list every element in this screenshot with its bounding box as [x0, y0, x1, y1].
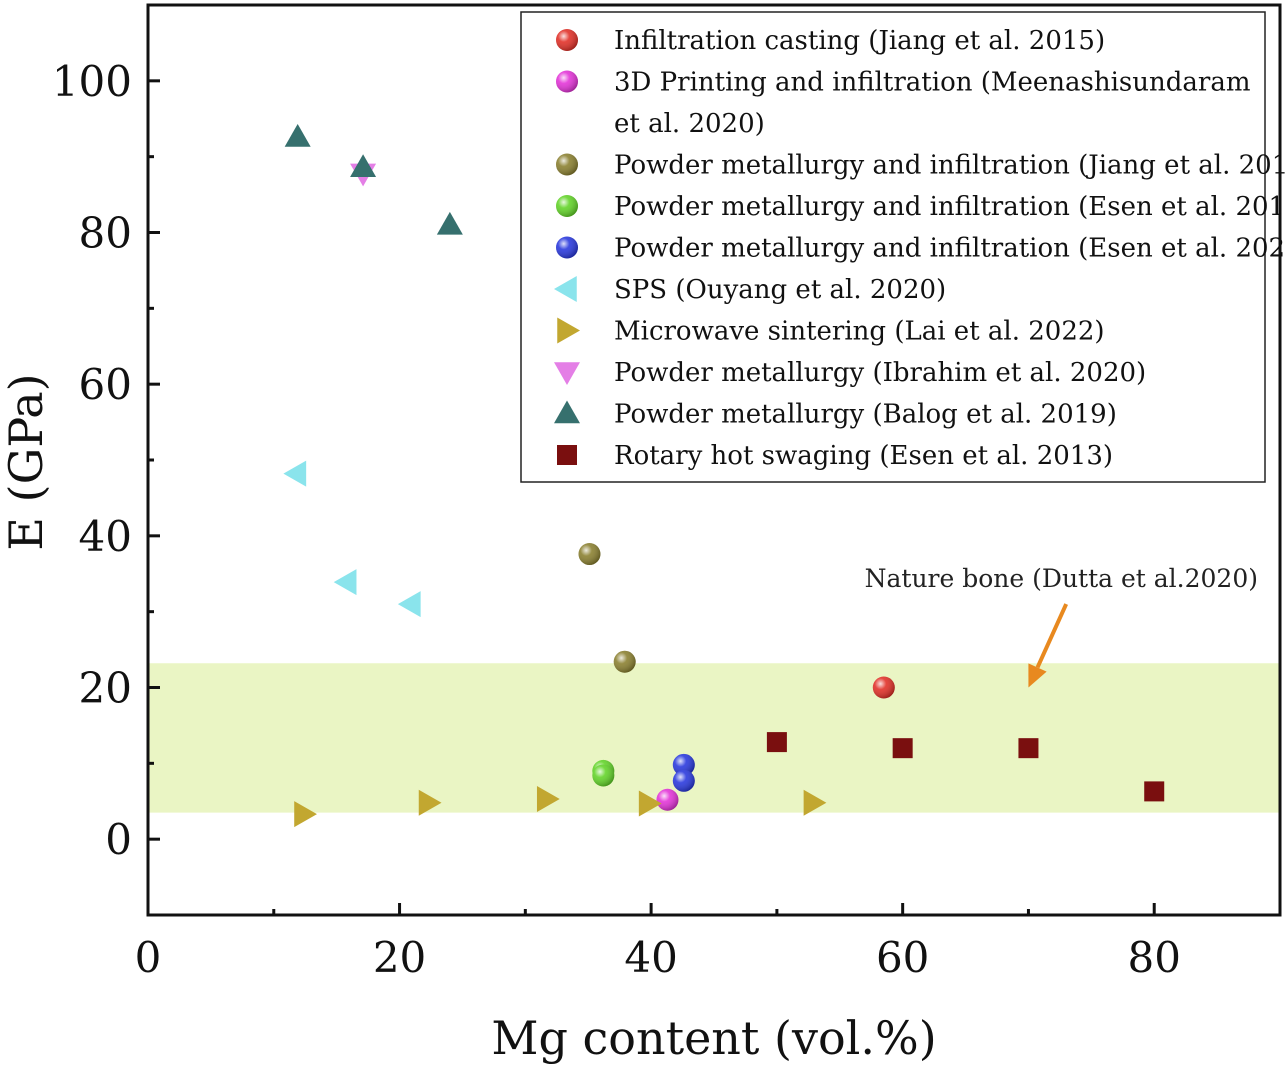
- s9-point-2: [350, 154, 377, 178]
- y-tick-label-60: 60: [79, 360, 132, 409]
- axes: 0 20 40 60 80 0 20 40 60 80 100: [52, 3, 1282, 982]
- legend-s6-label: SPS (Ouyang et al. 2020): [614, 275, 946, 305]
- s2-point-1: [656, 788, 679, 811]
- legend-s7-marker: [557, 317, 580, 344]
- legend-box: [520, 11, 1266, 483]
- legend-entries: Infiltration casting (Jiang et al. 2015)…: [554, 26, 1285, 471]
- annotation: Nature bone (Dutta et al.2020): [865, 564, 1258, 688]
- y-tick-label-40: 40: [79, 512, 132, 561]
- s7-point-3: [536, 785, 560, 812]
- legend-s2-marker: [556, 70, 578, 93]
- legend-s10-marker: [557, 445, 577, 465]
- s7-point-5: [803, 789, 827, 816]
- y-tick-label-20: 20: [79, 664, 132, 713]
- legend: Infiltration casting (Jiang et al. 2015)…: [520, 11, 1285, 483]
- s6-point-1: [283, 460, 307, 487]
- nature-bone-band: [148, 663, 1280, 813]
- s1-point-1: [872, 676, 895, 699]
- s10-point-3: [1018, 738, 1039, 759]
- legend-s4-marker: [556, 195, 578, 217]
- s6-point-2: [333, 569, 357, 596]
- s10-point-1: [766, 732, 787, 753]
- s7-point-1: [294, 801, 317, 828]
- legend-s1-marker: [556, 29, 578, 51]
- legend-s3-marker: [556, 153, 578, 176]
- s9-point-1: [284, 123, 311, 147]
- legend-s6-marker: [554, 276, 577, 302]
- s7-point-4: [638, 790, 662, 817]
- annotation-arrow-head: [1028, 663, 1047, 688]
- s9-point-3: [436, 211, 463, 235]
- legend-s5-marker: [556, 236, 578, 259]
- legend-s2-label-2: et al. 2020): [614, 109, 765, 139]
- nature-bone-annotation: Nature bone (Dutta et al.2020): [865, 564, 1258, 593]
- s7-point-2: [418, 789, 442, 816]
- s5-point-2: [672, 769, 695, 792]
- legend-s1-label: Infiltration casting (Jiang et al. 2015): [614, 26, 1105, 56]
- x-tick-label-60: 60: [876, 933, 929, 982]
- legend-s10-label: Rotary hot swaging (Esen et al. 2013): [614, 441, 1113, 471]
- s4-point-2: [592, 764, 615, 787]
- ticks: 0 20 40 60 80 0 20 40 60 80 100: [52, 3, 1181, 982]
- s10-point-4: [1144, 781, 1165, 802]
- s5-point-1: [672, 753, 695, 776]
- x-tick-label-40: 40: [624, 933, 677, 982]
- legend-s8-label: Powder metallurgy (Ibrahim et al. 2020): [614, 358, 1146, 388]
- y-axis-title: E (GPa): [0, 373, 53, 550]
- legend-s3-label: Powder metallurgy and infiltration (Jian…: [614, 151, 1285, 181]
- y-tick-label-100: 100: [52, 57, 132, 106]
- s10-point-2: [892, 738, 913, 759]
- legend-s7-label: Microwave sintering (Lai et al. 2022): [614, 317, 1105, 347]
- x-tick-label-80: 80: [1127, 933, 1180, 982]
- x-axis-title: Mg content (vol.%): [491, 1011, 936, 1065]
- x-tick-label-20: 20: [373, 933, 426, 982]
- legend-s5-label: Powder metallurgy and infiltration (Esen…: [614, 234, 1285, 264]
- y-tick-label-80: 80: [79, 209, 132, 258]
- s6-point-3: [397, 591, 421, 618]
- legend-s9-marker: [554, 400, 580, 424]
- y-tick-label-0: 0: [105, 815, 132, 864]
- x-tick-label-0: 0: [135, 933, 162, 982]
- s3-point-2: [613, 650, 636, 673]
- data-points: [283, 123, 1165, 828]
- legend-s4-label: Powder metallurgy and infiltration (Esen…: [614, 192, 1285, 222]
- legend-s2-label-1: 3D Printing and infiltration (Meenashisu…: [614, 68, 1250, 98]
- legend-s8-marker: [554, 362, 580, 385]
- legend-s9-label: Powder metallurgy (Balog et al. 2019): [614, 400, 1117, 430]
- s3-point-1: [578, 543, 601, 566]
- annotation-arrow-shaft: [1035, 603, 1068, 669]
